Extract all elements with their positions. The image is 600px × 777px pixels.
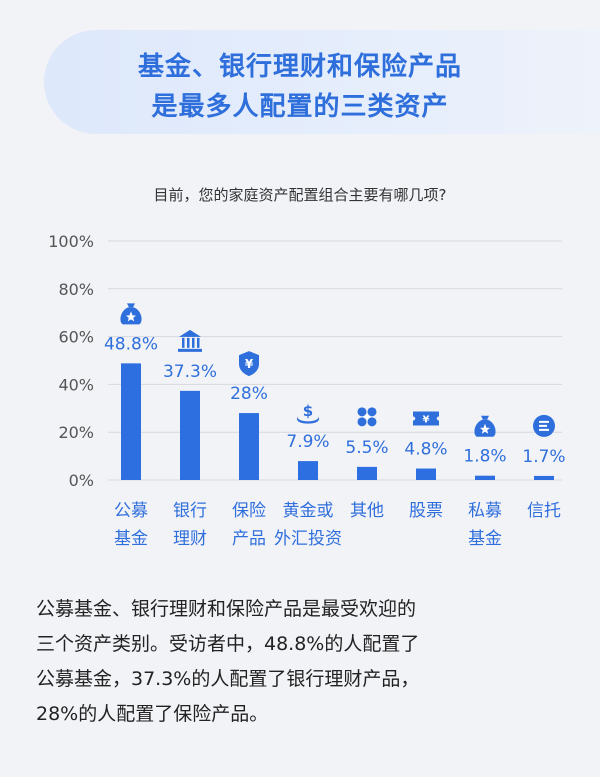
coin-stack-icon [533, 414, 555, 437]
category-label: 基金 [468, 529, 502, 549]
y-tick-label: 0% [69, 471, 94, 490]
svg-text:¥: ¥ [245, 357, 254, 371]
summary-line: 三个资产类别。受访者中，48.8%的人配置了 [36, 633, 420, 655]
category-label: 股票 [409, 501, 443, 521]
category-label: 私募 [468, 501, 502, 521]
y-tick-label: 80% [58, 280, 94, 299]
data-label: 7.9% [286, 432, 329, 452]
bar [416, 468, 436, 480]
category-label: 黄金或 [283, 501, 334, 521]
y-tick-label: 60% [58, 328, 94, 347]
bar [534, 475, 554, 480]
category-label: 外汇投资 [274, 529, 342, 549]
y-tick-label: 100% [48, 232, 94, 251]
bar [239, 413, 259, 480]
money-bag-icon [474, 415, 496, 437]
y-tick-label: 40% [58, 375, 94, 394]
bar [121, 363, 141, 480]
summary-paragraph: 公募基金、银行理财和保险产品是最受欢迎的 三个资产类别。受访者中，48.8%的人… [36, 592, 576, 732]
data-label: 48.8% [104, 334, 158, 354]
data-label: 4.8% [404, 440, 447, 460]
category-label: 产品 [232, 529, 266, 549]
data-label: 37.3% [163, 362, 217, 382]
category-label: 其他 [350, 501, 384, 521]
money-bag-icon [120, 303, 142, 325]
data-label: 5.5% [345, 438, 388, 458]
svg-text:$: $ [303, 402, 313, 420]
title-line-2: 是最多人配置的三类资产 [151, 92, 449, 122]
category-label: 理财 [173, 529, 207, 549]
shield-yen-icon: ¥ [239, 351, 259, 377]
data-label: 1.7% [522, 447, 565, 467]
dollar-coin-icon: $ [297, 402, 319, 424]
bar [475, 475, 495, 480]
bank-icon [178, 329, 202, 352]
category-label: 保险 [232, 501, 266, 521]
bar [357, 466, 377, 480]
data-label: 28% [230, 384, 268, 404]
survey-question: 目前，您的家庭资产配置组合主要有哪几项? [153, 186, 447, 204]
category-label: 基金 [114, 529, 148, 549]
bar [298, 461, 318, 480]
title-line-1: 基金、银行理财和保险产品 [137, 52, 462, 82]
data-label: 1.8% [463, 447, 506, 467]
bar [180, 390, 200, 480]
title-banner [44, 30, 600, 134]
category-label: 公募 [114, 501, 148, 521]
summary-line: 公募基金、银行理财和保险产品是最受欢迎的 [36, 598, 417, 620]
bar-chart: 0% 20% 40% 60% 80% 100% 48.8% 公募基金 37.3% 银行理财 28% ¥… [48, 232, 565, 549]
summary-line: 28%的人配置了保险产品。 [36, 703, 269, 725]
grid-dots-icon [357, 407, 377, 427]
svg-text:¥: ¥ [423, 415, 430, 426]
ticket-yen-icon: ¥ [413, 411, 439, 426]
category-label: 银行 [173, 501, 207, 521]
category-label: 信托 [527, 501, 561, 521]
summary-line: 公募基金，37.3%的人配置了银行理财产品， [36, 668, 420, 690]
y-tick-label: 20% [58, 423, 94, 442]
